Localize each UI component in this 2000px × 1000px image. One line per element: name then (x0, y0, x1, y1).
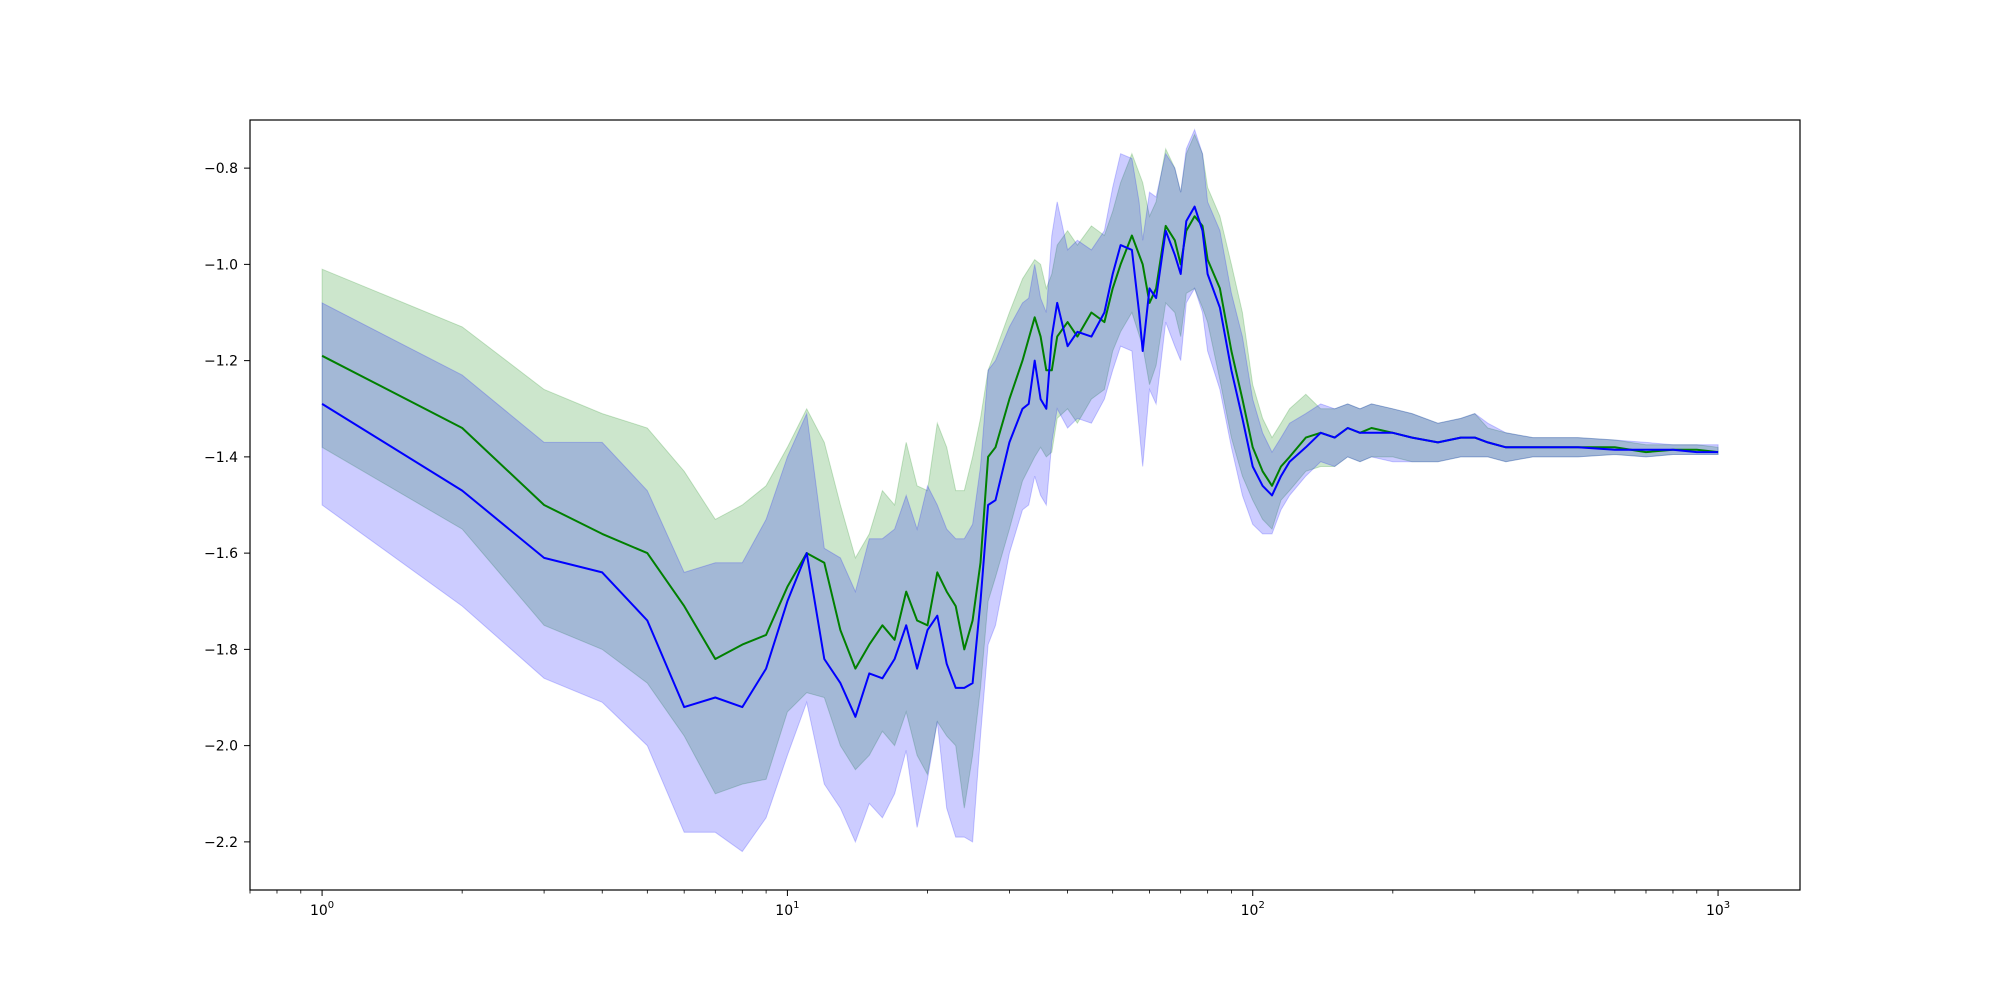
y-tick-label: −1.0 (204, 257, 238, 273)
y-tick-label: −1.6 (204, 546, 238, 562)
y-tick-label: −0.8 (204, 161, 238, 177)
y-tick-label: −2.0 (204, 739, 238, 755)
x-tick-label: 100 (310, 900, 334, 919)
x-tick-label: 102 (1241, 900, 1265, 919)
series-1-band (321, 133, 1719, 809)
confidence-bands (321, 128, 1719, 853)
plot-frame (249, 119, 1801, 891)
y-tick-label: −2.2 (204, 835, 238, 851)
x-axis: 100 101 102 103 (249, 890, 1730, 919)
series-lines (321, 205, 1719, 718)
y-tick-label: −1.8 (204, 642, 238, 658)
y-tick-label: −1.2 (204, 354, 238, 370)
x-tick-label: 101 (775, 900, 799, 919)
x-tick-label: 103 (1706, 900, 1730, 919)
y-tick-label: −1.4 (204, 450, 238, 466)
y-axis: −0.8 −1.0 −1.2 −1.4 −1.6 −1.8 −2.0 −2.2 (204, 161, 250, 851)
series-2-line (321, 205, 1719, 718)
series-2-band (321, 128, 1719, 853)
